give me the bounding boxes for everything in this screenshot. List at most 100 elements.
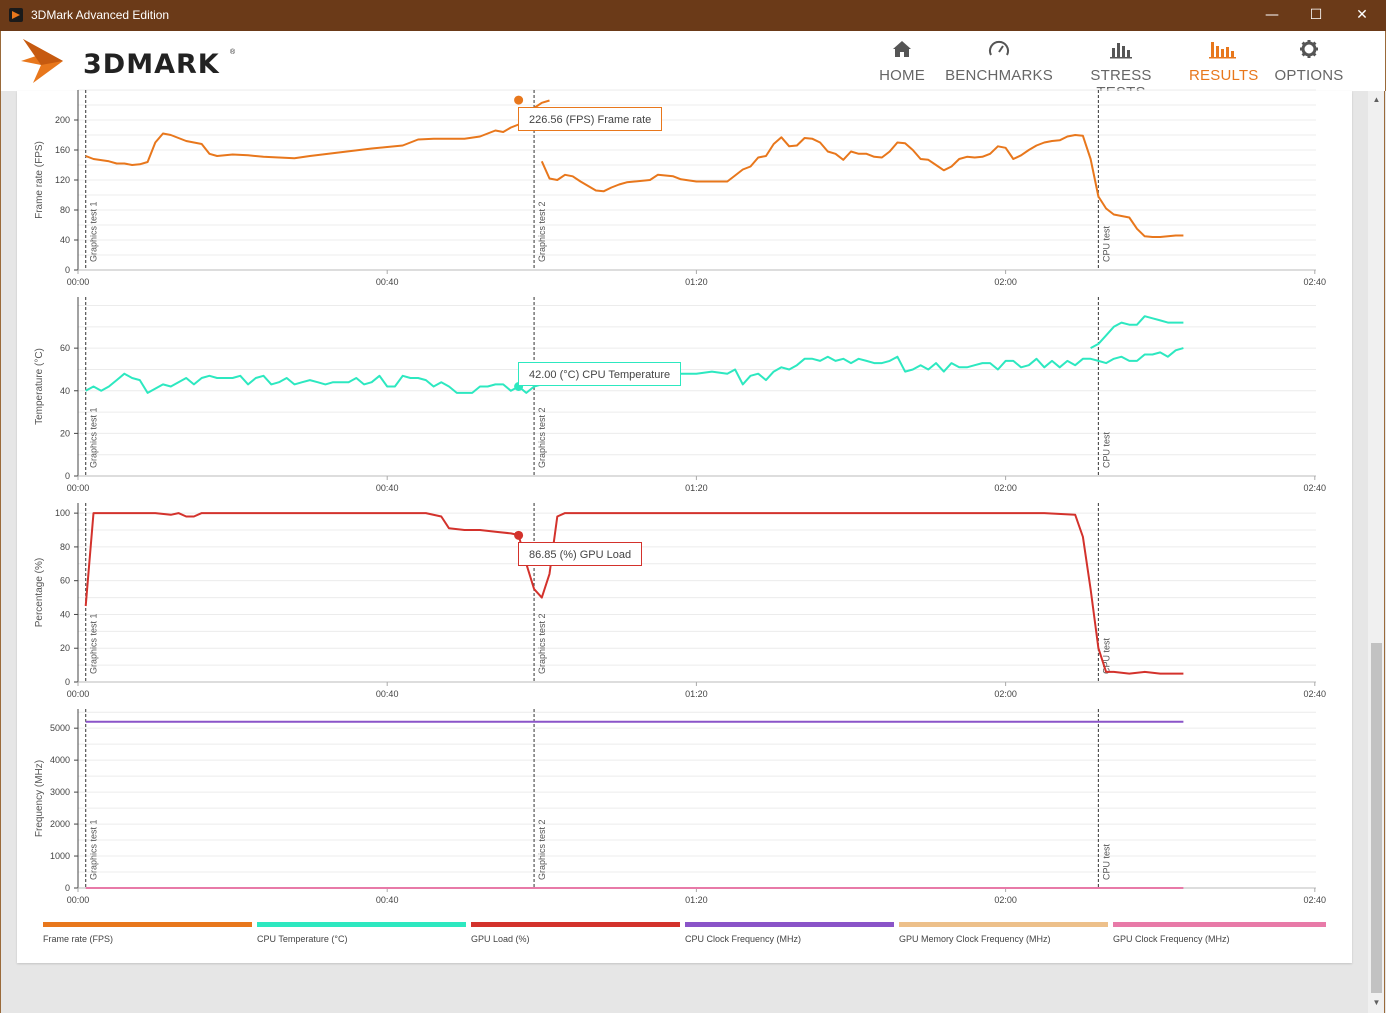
legend-label: CPU Temperature (°C): [257, 934, 348, 944]
legend-swatch: [899, 922, 1108, 927]
nav-results[interactable]: RESULTS: [1189, 31, 1259, 91]
test-marker-label: Graphics test 1: [89, 201, 99, 262]
y-tick-label: 120: [55, 175, 70, 185]
legend-gpu-load[interactable]: GPU Load (%): [471, 922, 680, 952]
test-marker-label: Graphics test 1: [89, 407, 99, 468]
test-marker-label: Graphics test 2: [537, 819, 547, 880]
3dmark-logo[interactable]: 3DMARK ®: [19, 35, 235, 85]
x-tick-label: 00:40: [376, 895, 399, 905]
x-tick-label: 01:20: [685, 277, 708, 287]
test-marker-label: Graphics test 2: [537, 201, 547, 262]
x-tick-label: 00:00: [67, 483, 90, 493]
minimize-button[interactable]: —: [1265, 7, 1279, 23]
legend-label: Frame rate (FPS): [43, 934, 114, 944]
test-marker-label: CPU test: [1101, 225, 1111, 262]
scroll-up-arrow-icon[interactable]: ▲: [1372, 95, 1381, 104]
nav-options[interactable]: OPTIONS: [1273, 31, 1345, 91]
app-header: 3DMARK ® HOME BENCHMARKS STRESS TESTS: [0, 31, 1386, 101]
series-line: [84, 512, 1184, 675]
y-tick-label: 0: [65, 265, 70, 275]
x-tick-label: 00:00: [67, 277, 90, 287]
logo-arrow-icon: [21, 39, 63, 83]
y-tick-label: 20: [60, 643, 70, 653]
gauge-icon: [989, 40, 1009, 56]
x-tick-label: 00:40: [376, 689, 399, 699]
gear-icon: [1300, 40, 1318, 58]
y-tick-label: 60: [60, 343, 70, 353]
y-axis-label: Temperature (°C): [34, 348, 45, 425]
y-tick-label: 0: [65, 471, 70, 481]
y-axis-label: Frequency (MHz): [34, 760, 45, 837]
logo-text: 3DMARK: [83, 49, 220, 80]
x-tick-label: 01:20: [685, 483, 708, 493]
app-icon: [9, 8, 23, 22]
nav-home-label: HOME: [879, 67, 925, 84]
y-tick-label: 0: [65, 883, 70, 893]
x-tick-label: 02:00: [994, 895, 1017, 905]
legend-cpu-clock[interactable]: CPU Clock Frequency (MHz): [685, 922, 894, 952]
maximize-button[interactable]: ☐: [1309, 7, 1323, 23]
results-icon: [1209, 42, 1236, 59]
x-tick-label: 02:40: [1304, 483, 1327, 493]
y-tick-label: 1000: [50, 851, 70, 861]
test-marker-label: Graphics test 2: [537, 613, 547, 674]
y-tick-label: 60: [60, 576, 70, 586]
legend-frame-rate[interactable]: Frame rate (FPS): [43, 922, 252, 952]
y-tick-label: 3000: [50, 787, 70, 797]
x-tick-label: 02:00: [994, 689, 1017, 699]
home-icon: [893, 41, 911, 57]
legend-swatch: [685, 922, 894, 927]
y-tick-label: 80: [60, 205, 70, 215]
y-tick-label: 20: [60, 428, 70, 438]
y-tick-label: 4000: [50, 755, 70, 765]
x-tick-label: 02:00: [994, 483, 1017, 493]
cpu-temperature-tooltip: 42.00 (°C) CPU Temperature: [518, 362, 682, 386]
series-line: [540, 134, 1184, 238]
series-line: [1090, 315, 1184, 349]
x-tick-label: 00:00: [67, 689, 90, 699]
series-line: [85, 99, 550, 166]
close-button[interactable]: ✕: [1356, 7, 1368, 23]
legend-swatch: [257, 922, 466, 927]
legend-label: CPU Clock Frequency (MHz): [685, 934, 802, 944]
scroll-down-arrow-icon[interactable]: ▼: [1372, 998, 1381, 1007]
legend-swatch: [471, 922, 680, 927]
legend-gpu-memory-clock[interactable]: GPU Memory Clock Frequency (MHz): [899, 922, 1108, 952]
test-marker-label: Graphics test 2: [537, 407, 547, 468]
x-tick-label: 02:00: [994, 277, 1017, 287]
title-bar: 3DMark Advanced Edition — ☐ ✕: [0, 0, 1386, 31]
legend-gpu-clock[interactable]: GPU Clock Frequency (MHz): [1113, 922, 1326, 952]
nav-benchmarks-label: BENCHMARKS: [945, 67, 1053, 84]
y-tick-label: 40: [60, 386, 70, 396]
test-marker-label: Graphics test 1: [89, 613, 99, 674]
window-title: 3DMark Advanced Edition: [31, 8, 170, 22]
nav-results-label: RESULTS: [1189, 67, 1259, 84]
gpu-load-tooltip: 86.85 (%) GPU Load: [518, 542, 643, 566]
nav-home[interactable]: HOME: [873, 31, 931, 91]
y-tick-label: 0: [65, 677, 70, 687]
x-tick-label: 00:40: [376, 483, 399, 493]
tooltip-point: [514, 530, 524, 540]
nav-options-label: OPTIONS: [1274, 67, 1344, 84]
x-tick-label: 00:00: [67, 895, 90, 905]
x-tick-label: 01:20: [685, 895, 708, 905]
legend-swatch: [1113, 922, 1326, 927]
test-marker-label: CPU test: [1101, 637, 1111, 674]
x-tick-label: 00:40: [376, 277, 399, 287]
y-tick-label: 40: [60, 235, 70, 245]
y-tick-label: 80: [60, 542, 70, 552]
scrollbar-thumb[interactable]: [1371, 643, 1382, 993]
legend-cpu-temperature[interactable]: CPU Temperature (°C): [257, 922, 466, 952]
x-tick-label: 02:40: [1304, 689, 1327, 699]
nav-benchmarks[interactable]: BENCHMARKS: [945, 31, 1053, 91]
tooltip-point: [514, 95, 524, 105]
results-card: [17, 91, 1352, 963]
y-tick-label: 160: [55, 145, 70, 155]
y-tick-label: 2000: [50, 819, 70, 829]
test-marker-label: Graphics test 1: [89, 819, 99, 880]
bar-chart-icon: [1110, 43, 1132, 59]
test-marker-label: CPU test: [1101, 431, 1111, 468]
legend-swatch: [43, 922, 252, 927]
test-marker-label: CPU test: [1101, 843, 1111, 880]
